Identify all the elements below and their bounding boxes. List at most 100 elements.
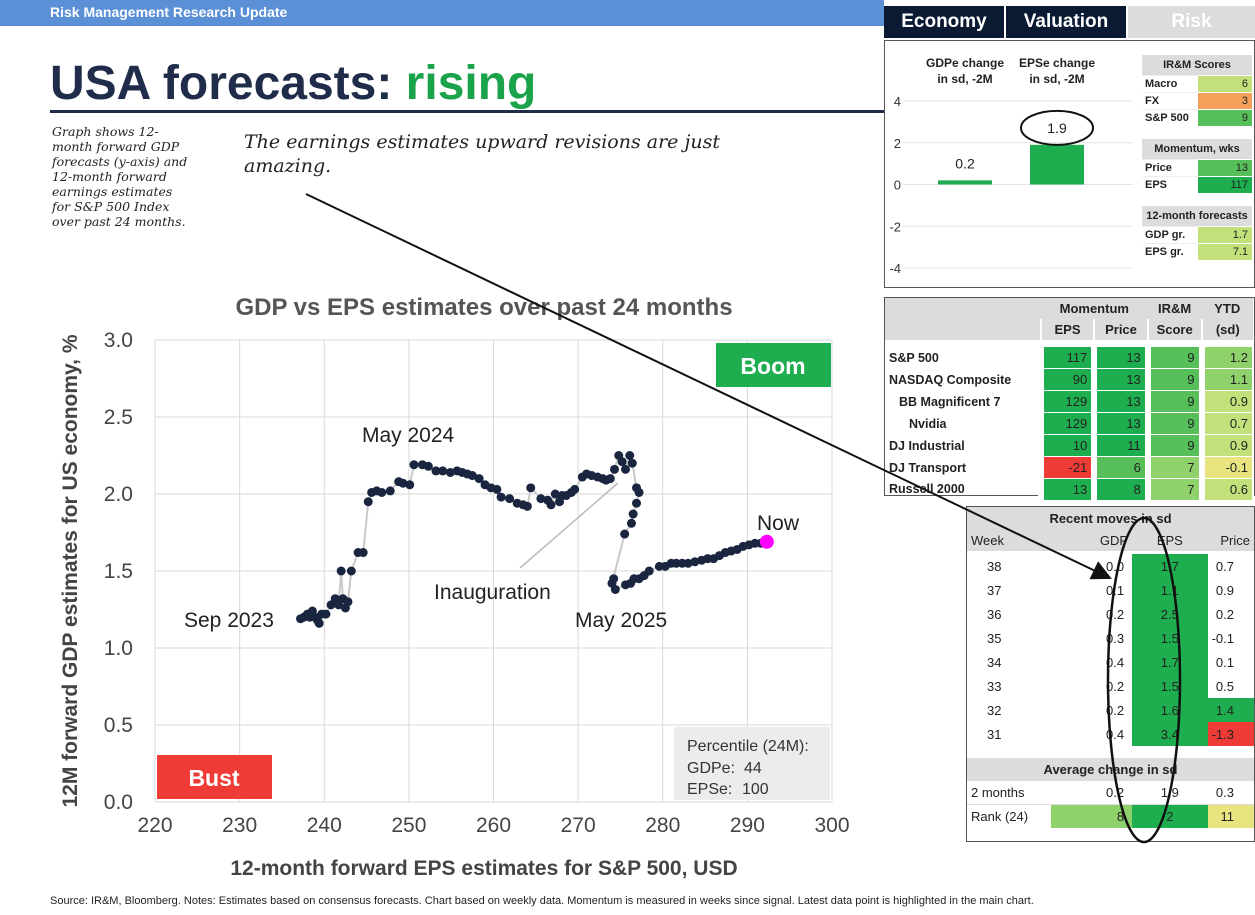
moves-row: 35 0.3 1.5 -0.1 [967,626,1254,650]
moves-header-cell: Price [1220,532,1250,548]
index-row-cell: -21 [1037,456,1096,479]
moves-row: 31 0.4 3.4 -1.3 [967,722,1254,746]
moves-avg-title-row: Average change in sd [967,758,1254,781]
index-row: DJ Industrial 10 11 9 0.9 [885,434,1255,457]
header-bar: Risk Management Research Update [0,0,884,26]
y-tick-label: 1.5 [104,560,133,583]
moves-row: 37 0.1 1.1 0.9 [967,578,1254,602]
y-tick-label: 0.0 [104,791,133,814]
index-row-cell: 129 [1037,412,1096,435]
header-bar-title: Risk Management Research Update [50,4,288,20]
moves-summary-eps: 1.9 [1132,780,1208,805]
x-tick-label: 290 [730,814,765,837]
moves-row: 32 0.2 1.6 1.4 [967,698,1254,722]
percentile-gdpe-value: 44 [744,760,762,777]
data-point [358,548,368,558]
moves-price: -1.3 [1207,722,1254,746]
scores-row: EPS 117 [1142,176,1252,193]
tab-valuation[interactable]: Valuation [1006,6,1126,38]
bar-category-label: in sd, -2M [937,72,992,86]
data-point [526,483,536,493]
scores-row-label: Price [1142,159,1198,177]
x-tick-label: 280 [645,814,680,837]
index-subheader: EPS [1039,319,1095,340]
index-row-cell: 7 [1144,456,1203,479]
scores-section-header: IR&M Scores [1142,55,1252,76]
scores-row: GDP gr. 1.7 [1142,226,1252,244]
moves-gdp: 0.0 [1105,558,1125,574]
index-header-ytd: YTD [1214,301,1241,316]
bust-box [157,755,272,799]
scores-row-label: EPS [1142,176,1198,193]
scores-section-title: 12-month forecasts [1142,206,1252,227]
index-sub-header-row: EPS Price Score (sd) [885,319,1253,340]
data-point [343,597,353,607]
index-row-cell: 9 [1144,434,1203,457]
moves-price: 0.7 [1215,558,1234,574]
moves-gdp: 0.2 [1105,678,1125,694]
index-row-name: S&P 500 [889,350,939,365]
y-tick-label: 2.0 [104,483,133,506]
moves-header-cell: GDP [1099,532,1129,548]
recent-moves-table: Recent moves in sd Week GDP EPS Price 38 0.0 1.… [967,507,1254,828]
x-tick-label: 220 [137,814,172,837]
moves-gdp: 0.2 [1105,606,1125,622]
page-title: USA forecasts: rising [50,56,536,111]
moves-header-row: Week GDP EPS Price [967,529,1254,551]
bar-category-label: EPSe change [1019,56,1095,70]
callout-text: The earnings estimates upward revisions … [244,131,720,177]
tab-economy-label: Economy [901,11,987,32]
moves-eps: 2.5 [1132,602,1208,626]
data-point [363,497,373,507]
annotation-dip: May 2025 [575,609,667,632]
index-subheader: Score [1146,319,1202,340]
scores-column: IR&M Scores Macro 6 FX 3 S&P 500 9 Momentum, wk… [1142,55,1252,273]
moves-price: 0.1 [1215,654,1234,670]
bar [1030,144,1084,185]
page-title-main: USA forecasts: [50,57,406,110]
moves-price: 1.4 [1207,698,1254,722]
moves-eps: 1.7 [1132,650,1208,674]
data-point [409,460,419,470]
moves-gdp: 0.1 [1105,582,1125,598]
scores-row: EPS gr. 7.1 [1142,243,1252,260]
scores-row-label: FX [1142,92,1198,110]
y-axis-label: 12M forward GDP estimates for US economy… [59,334,82,807]
data-point [570,484,580,494]
moves-week: 33 [987,678,1002,694]
index-row-cell: 117 [1037,346,1096,369]
index-row: S&P 500 117 13 9 1.2 [885,346,1255,369]
annotation-now: Now [757,512,800,535]
moves-week: 34 [987,654,1002,670]
percentile-box [674,727,830,800]
scores-row: Price 13 [1142,159,1252,177]
boom-label: Boom [740,353,805,379]
moves-eps: 1.7 [1132,554,1208,578]
index-row-name: BB Magnificent 7 [899,394,1001,409]
moves-gdp: 0.3 [1105,630,1125,646]
index-header-blank [885,298,1041,319]
moves-price: -0.1 [1211,630,1234,646]
scores-row: Macro 6 [1142,75,1252,93]
index-row-cell: 0.6 [1198,478,1255,500]
scores-section-title: Momentum, wks [1142,139,1252,160]
tab-economy[interactable]: Economy [884,6,1004,38]
x-tick-label: 270 [561,814,596,837]
moves-row: 38 0.0 1.7 0.7 [967,554,1254,578]
title-underline [50,110,884,113]
moves-summary-gdp: 0.2 [1050,780,1133,805]
data-point [625,451,635,460]
moves-gdp: 0.2 [1105,702,1125,718]
sd-change-bar-chart: 4 2 0 -2 -4 GDPe change in sd, -2M 0.2 EPSe chan… [889,56,1133,276]
data-point [505,494,515,504]
data-point [610,464,620,474]
index-row-cell: 9 [1144,412,1203,435]
tab-risk[interactable]: Risk [1128,6,1255,38]
moves-summary-label: Rank (24) [967,804,1051,828]
footer-source: Source: IR&M, Bloomberg. Notes: Estimate… [50,895,1034,907]
scores-section-title: IR&M Scores [1142,55,1252,76]
moves-gdp: 0.4 [1105,654,1125,670]
data-point [605,474,615,484]
data-point [620,529,630,539]
data-point [522,501,532,511]
